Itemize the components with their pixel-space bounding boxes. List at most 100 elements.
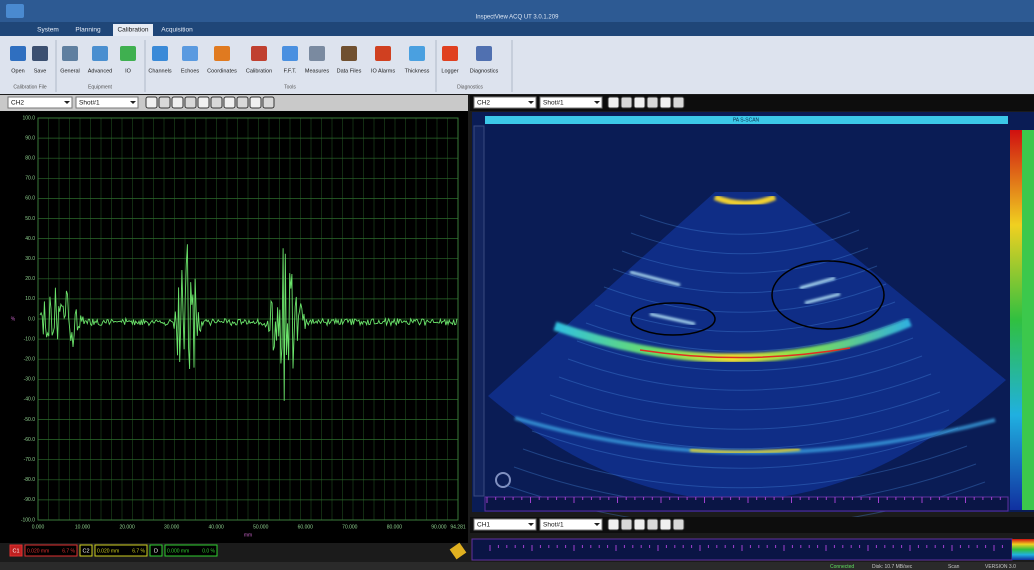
y-tick-label: -10.0 bbox=[24, 336, 36, 342]
toolbar-icon[interactable] bbox=[263, 97, 274, 108]
ribbon-tab[interactable]: Planning bbox=[75, 27, 101, 34]
ribbon-button-icon[interactable] bbox=[442, 46, 458, 61]
cursor-name: C2 bbox=[82, 548, 89, 554]
toolbar-icon[interactable] bbox=[673, 519, 684, 530]
toolbar-icon[interactable] bbox=[647, 97, 658, 108]
ribbon-button-label[interactable]: Save bbox=[34, 68, 47, 74]
y-tick-label: -70.0 bbox=[24, 457, 36, 463]
ribbon-tab[interactable]: System bbox=[37, 27, 59, 34]
cursor-name: D bbox=[154, 548, 158, 554]
ribbon-button-icon[interactable] bbox=[214, 46, 230, 61]
ribbon bbox=[0, 36, 1034, 94]
dropdown-value[interactable]: Shot#1 bbox=[543, 100, 564, 107]
toolbar-icon[interactable] bbox=[159, 97, 170, 108]
ribbon-button-icon[interactable] bbox=[341, 46, 357, 61]
ribbon-button-icon[interactable] bbox=[182, 46, 198, 61]
dropdown-value[interactable]: CH2 bbox=[11, 100, 24, 107]
x-tick-label: 94.281 bbox=[450, 524, 466, 530]
x-tick-label: 40.000 bbox=[209, 524, 225, 530]
status-item: Connected bbox=[830, 564, 854, 570]
cursor-position: 0.020 mm bbox=[27, 548, 49, 554]
dropdown-value[interactable]: Shot#1 bbox=[543, 522, 564, 529]
ribbon-button-label[interactable]: IO bbox=[125, 68, 132, 74]
ruler-icon bbox=[450, 543, 467, 560]
toolbar-icon[interactable] bbox=[185, 97, 196, 108]
toolbar-icon[interactable] bbox=[211, 97, 222, 108]
toolbar-icon[interactable] bbox=[621, 519, 632, 530]
toolbar-icon[interactable] bbox=[198, 97, 209, 108]
ribbon-button-label[interactable]: F.F.T. bbox=[284, 68, 297, 74]
x-tick-label: 50.000 bbox=[253, 524, 269, 530]
toolbar-icon[interactable] bbox=[608, 519, 619, 530]
colorbar bbox=[1010, 130, 1022, 510]
ribbon-button-icon[interactable] bbox=[375, 46, 391, 61]
cursor-position: 0.020 mm bbox=[97, 548, 119, 554]
toolbar-icon[interactable] bbox=[660, 519, 671, 530]
ribbon-button-label[interactable]: Advanced bbox=[88, 68, 112, 74]
cursor-amplitude: 6.7 % bbox=[132, 548, 145, 554]
y-tick-label: 80.0 bbox=[25, 156, 35, 162]
ribbon-button-icon[interactable] bbox=[409, 46, 425, 61]
toolbar-icon[interactable] bbox=[250, 97, 261, 108]
ribbon-button-icon[interactable] bbox=[32, 46, 48, 61]
ribbon-button-label[interactable]: Logger bbox=[441, 68, 458, 74]
dropdown-value[interactable]: Shot#1 bbox=[79, 100, 100, 107]
ribbon-button-icon[interactable] bbox=[152, 46, 168, 61]
toolbar-icon[interactable] bbox=[146, 97, 157, 108]
y-tick-label: 10.0 bbox=[25, 296, 35, 302]
ribbon-button-icon[interactable] bbox=[309, 46, 325, 61]
y-tick-label: -30.0 bbox=[24, 377, 36, 383]
toolbar-icon[interactable] bbox=[647, 519, 658, 530]
status-item: VERSION 3.0 bbox=[985, 564, 1016, 570]
ribbon-button-icon[interactable] bbox=[62, 46, 78, 61]
toolbar-icon[interactable] bbox=[172, 97, 183, 108]
cursor-amplitude: 0.0 % bbox=[202, 548, 215, 554]
x-tick-label: 0.000 bbox=[32, 524, 45, 530]
y-tick-label: -60.0 bbox=[24, 437, 36, 443]
toolbar-icon[interactable] bbox=[621, 97, 632, 108]
ribbon-button-label[interactable]: Diagnostics bbox=[470, 68, 499, 74]
cursor-amplitude: 6.7 % bbox=[62, 548, 75, 554]
tab-row bbox=[0, 22, 1034, 36]
ribbon-button-icon[interactable] bbox=[282, 46, 298, 61]
window-title: InspectView ACQ UT 3.0.1.209 bbox=[476, 15, 559, 21]
y-tick-label: -90.0 bbox=[24, 497, 36, 503]
cscan-colorbar bbox=[1012, 539, 1034, 560]
sscan-title: PA S-SCAN bbox=[733, 117, 760, 123]
ribbon-button-label[interactable]: Echoes bbox=[181, 68, 200, 74]
toolbar-icon[interactable] bbox=[634, 519, 645, 530]
y-tick-label: -100.0 bbox=[21, 517, 35, 523]
ribbon-button-icon[interactable] bbox=[120, 46, 136, 61]
ribbon-button-label[interactable]: Measures bbox=[305, 68, 329, 74]
ribbon-button-label[interactable]: Open bbox=[11, 68, 24, 74]
ribbon-button-label[interactable]: Channels bbox=[148, 68, 171, 74]
ribbon-button-icon[interactable] bbox=[251, 46, 267, 61]
app-window: InspectView ACQ UT 3.0.1.209 System Planni… bbox=[0, 0, 1034, 570]
ribbon-button-label[interactable]: IO Alarms bbox=[371, 68, 395, 74]
ribbon-button-icon[interactable] bbox=[10, 46, 26, 61]
ribbon-button-icon[interactable] bbox=[476, 46, 492, 61]
ribbon-button-label[interactable]: Data Files bbox=[337, 68, 362, 74]
ribbon-button-label[interactable]: General bbox=[60, 68, 80, 74]
y-tick-label: 100.0 bbox=[22, 115, 35, 121]
dropdown-value[interactable]: CH1 bbox=[477, 522, 490, 529]
toolbar-icon[interactable] bbox=[634, 97, 645, 108]
toolbar-icon[interactable] bbox=[224, 97, 235, 108]
toolbar-icon[interactable] bbox=[237, 97, 248, 108]
x-tick-label: 10.000 bbox=[75, 524, 91, 530]
toolbar-icon[interactable] bbox=[660, 97, 671, 108]
ribbon-button-icon[interactable] bbox=[92, 46, 108, 61]
toolbar-icon[interactable] bbox=[673, 97, 684, 108]
status-item: Scan bbox=[948, 564, 960, 570]
toolbar-icon[interactable] bbox=[608, 97, 619, 108]
dropdown-value[interactable]: CH2 bbox=[477, 100, 490, 107]
ribbon-button-label[interactable]: Thickness bbox=[405, 68, 430, 74]
ribbon-tab[interactable]: Calibration bbox=[117, 27, 148, 34]
page: InspectView ACQ UT {"window": {"title": … bbox=[0, 0, 1034, 570]
y-tick-label: 60.0 bbox=[25, 196, 35, 202]
ribbon-button-label[interactable]: Calibration bbox=[246, 68, 272, 74]
ascan-panel bbox=[0, 111, 468, 543]
ribbon-tab[interactable]: Acquisition bbox=[161, 27, 193, 34]
ribbon-button-label[interactable]: Coordinates bbox=[207, 68, 237, 74]
x-tick-label: 70.000 bbox=[342, 524, 358, 530]
